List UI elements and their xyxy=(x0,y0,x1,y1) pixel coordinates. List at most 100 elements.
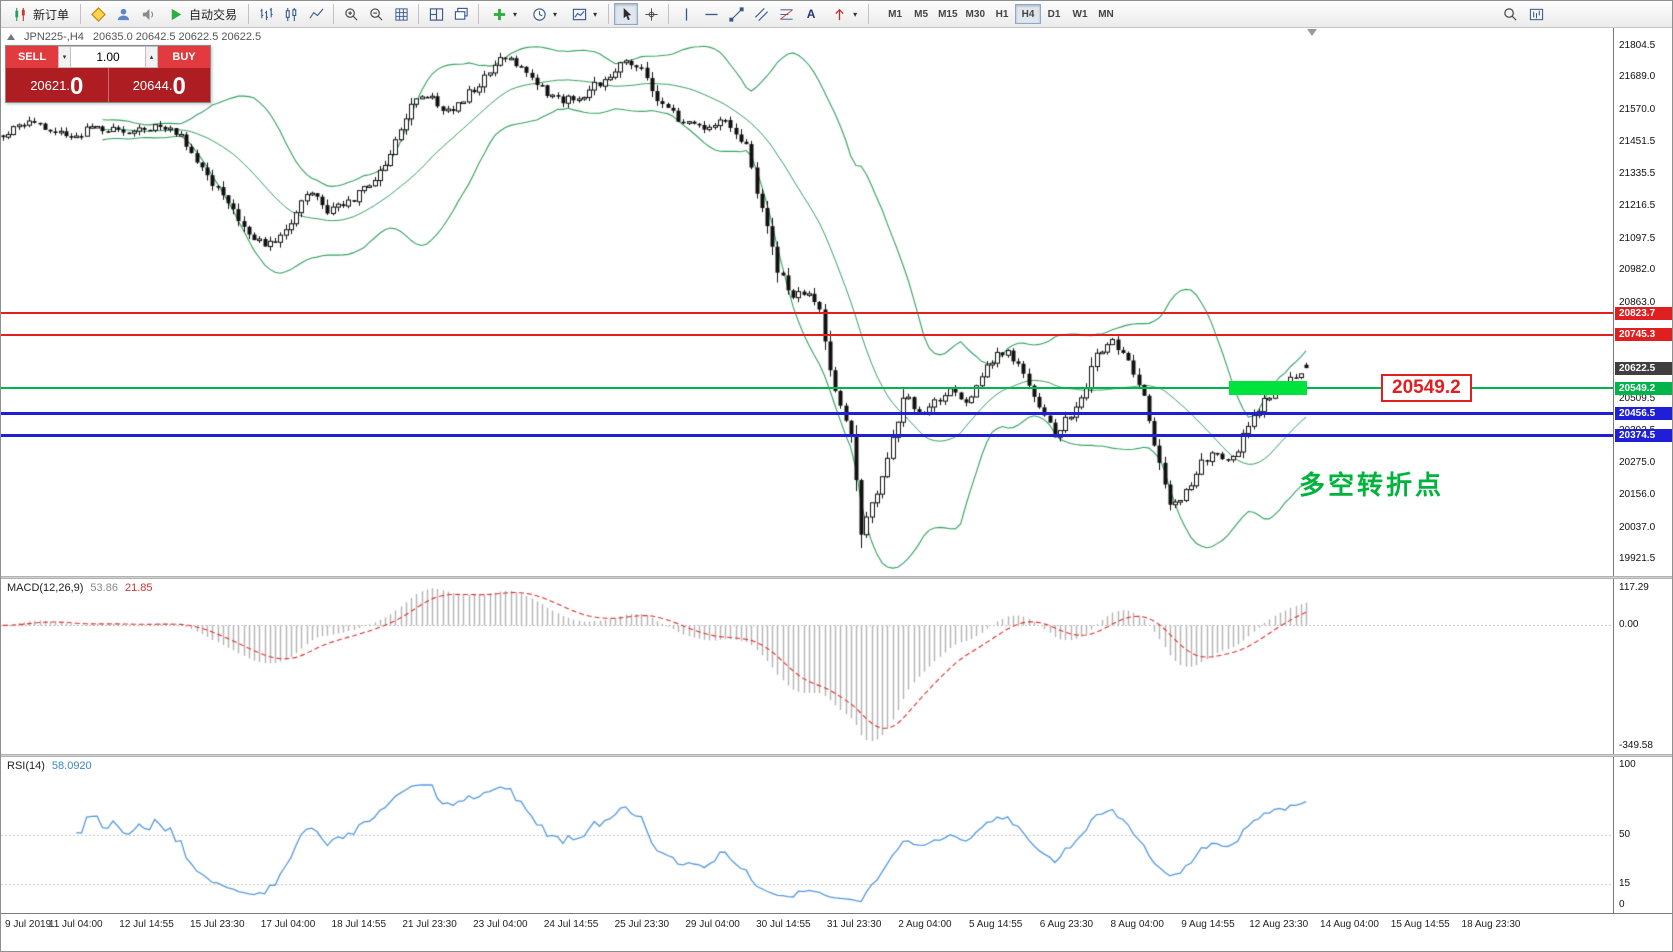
symbol-label: JPN225-,H4 xyxy=(24,31,84,43)
tile-windows-icon xyxy=(427,5,445,23)
time-axis-label: 29 Jul 04:00 xyxy=(685,919,740,930)
buy-button[interactable]: BUY xyxy=(158,46,210,68)
volume-input[interactable] xyxy=(71,46,145,68)
new-order-button[interactable]: 新订单 xyxy=(5,3,75,25)
sell-price[interactable]: 20621. 0 xyxy=(6,68,109,102)
sell-button[interactable]: SELL xyxy=(6,46,58,68)
price-level-line[interactable] xyxy=(1,312,1613,315)
price-level-badge[interactable]: 20374.5 xyxy=(1615,429,1672,443)
rsi-canvas[interactable] xyxy=(1,757,1613,913)
trendline-tool-button[interactable] xyxy=(724,3,748,25)
bar-chart-type-icon xyxy=(257,5,275,23)
indicators-add-icon xyxy=(490,5,508,23)
profile-button[interactable] xyxy=(111,3,135,25)
volume-down-button[interactable]: ▾ xyxy=(58,46,71,68)
toolbar-separator xyxy=(668,4,670,24)
price-level-badge[interactable]: 20456.5 xyxy=(1615,406,1672,420)
timeframe-mn[interactable]: MN xyxy=(1093,4,1119,24)
price-axis-tick: 20037.0 xyxy=(1619,521,1656,533)
level-price-label[interactable]: 20549.2 xyxy=(1381,374,1472,403)
timeframe-h4[interactable]: H4 xyxy=(1015,4,1041,24)
zoom-out-button[interactable] xyxy=(364,3,388,25)
time-axis-label: 9 Aug 14:55 xyxy=(1181,919,1235,930)
price-axis-tick: 20275.0 xyxy=(1619,456,1656,468)
new-chart-button[interactable] xyxy=(1524,3,1548,25)
tile-windows-button[interactable] xyxy=(424,3,448,25)
price-level-badge[interactable]: 20823.7 xyxy=(1615,306,1672,320)
timeframe-m30[interactable]: M30 xyxy=(962,4,989,24)
macd-canvas[interactable] xyxy=(1,579,1613,754)
fibonacci-tool-button[interactable] xyxy=(774,3,798,25)
templates-button[interactable]: ▾ xyxy=(564,3,603,25)
macd-axis[interactable]: 117.29 0.00 -349.58 xyxy=(1613,579,1672,754)
indicators-button[interactable]: ▾ xyxy=(484,3,523,25)
time-axis-label: 5 Aug 14:55 xyxy=(968,919,1023,930)
price-chart-canvas[interactable] xyxy=(1,28,1613,576)
text-tool-button[interactable]: A xyxy=(799,3,823,25)
price-level-line[interactable] xyxy=(1,411,1613,415)
buy-price[interactable]: 20644. 0 xyxy=(109,68,211,102)
symbol-info: JPN225-,H4 20635.0 20642.5 20622.5 20622… xyxy=(7,31,261,43)
timeframe-m1[interactable]: M1 xyxy=(882,4,908,24)
sell-price-main: 20621. xyxy=(30,78,70,93)
price-axis-tick: 20509.5 xyxy=(1619,392,1656,404)
buy-price-big-digit: 0 xyxy=(172,73,186,100)
crosshair-tool-button[interactable] xyxy=(639,3,663,25)
turning-point-annotation[interactable]: 多空转折点 xyxy=(1299,469,1445,500)
timeframe-m15[interactable]: M15 xyxy=(934,4,961,24)
price-axis-tick: 21335.5 xyxy=(1619,167,1656,179)
search-button[interactable] xyxy=(1498,3,1522,25)
cursor-tool-button[interactable] xyxy=(614,3,639,25)
alerts-button[interactable] xyxy=(136,3,160,25)
price-level-badge[interactable]: 20745.3 xyxy=(1615,328,1672,342)
price-level-line[interactable] xyxy=(1,387,1613,390)
chevron-down-icon: ▾ xyxy=(513,9,518,19)
ohlc-label: 20635.0 20642.5 20622.5 20622.5 xyxy=(92,31,262,43)
time-axis[interactable]: 9 Jul 2019 11 Jul 04:00 12 Jul 14:55 15 Jul… xyxy=(1,913,1672,934)
timeframe-m5[interactable]: M5 xyxy=(908,4,934,24)
price-level-line[interactable] xyxy=(1,434,1613,438)
chart-window-icon xyxy=(7,34,15,40)
zoom-in-button[interactable] xyxy=(339,3,363,25)
market-watch-icon xyxy=(89,5,107,23)
timeframe-w1[interactable]: W1 xyxy=(1067,4,1093,24)
alerts-icon xyxy=(139,5,157,23)
search-icon xyxy=(1501,5,1519,23)
timeframe-h1[interactable]: H1 xyxy=(989,4,1015,24)
panel-splitter[interactable] xyxy=(1,576,1672,579)
periods-button[interactable]: ▾ xyxy=(524,3,563,25)
channel-tool-button[interactable] xyxy=(749,3,773,25)
cascade-windows-button[interactable] xyxy=(449,3,473,25)
price-axis[interactable]: 21804.5 21689.0 21570.0 21451.5 21335.5 21216… xyxy=(1613,28,1672,576)
price-level-line[interactable] xyxy=(1,333,1613,336)
price-level-badge[interactable]: 20549.2 xyxy=(1615,381,1672,395)
volume-up-button[interactable]: ▴ xyxy=(145,46,158,68)
toolbar-separator xyxy=(333,4,335,24)
horizontal-line-tool-button[interactable] xyxy=(699,3,723,25)
toolbar-separator xyxy=(608,4,610,24)
grid-button[interactable] xyxy=(389,3,413,25)
panel-splitter[interactable] xyxy=(1,754,1672,757)
time-axis-label: 24 Jul 14:55 xyxy=(543,919,599,930)
price-axis-tick: 19921.5 xyxy=(1619,553,1656,565)
candle-chart-type-button[interactable] xyxy=(279,3,303,25)
time-axis-label: 11 Jul 04:00 xyxy=(48,919,103,930)
line-chart-type-icon xyxy=(307,5,325,23)
vertical-line-tool-button[interactable] xyxy=(674,3,698,25)
time-axis-label: 9 Jul 2019 xyxy=(5,919,52,930)
one-click-trading-widget: SELL ▾ ▴ BUY 20621.0 20644.0 xyxy=(5,45,211,103)
arrows-tool-button[interactable]: ▾ xyxy=(824,3,863,25)
autotrading-button[interactable]: 自动交易 xyxy=(161,3,243,25)
highlight-box[interactable] xyxy=(1229,381,1307,396)
vertical-line-icon xyxy=(677,5,695,23)
new-chart-icon xyxy=(1527,5,1545,23)
bar-chart-type-button[interactable] xyxy=(254,3,278,25)
chart-shift-marker[interactable] xyxy=(1307,29,1317,36)
time-axis-label: 30 Jul 14:55 xyxy=(756,919,811,930)
candle-chart-type-icon xyxy=(282,5,300,23)
timeframe-d1[interactable]: D1 xyxy=(1041,4,1067,24)
market-watch-button[interactable] xyxy=(86,3,110,25)
zoom-in-icon xyxy=(342,5,360,23)
rsi-axis[interactable]: 100 50 15 0 xyxy=(1613,757,1672,913)
line-chart-type-button[interactable] xyxy=(304,3,328,25)
